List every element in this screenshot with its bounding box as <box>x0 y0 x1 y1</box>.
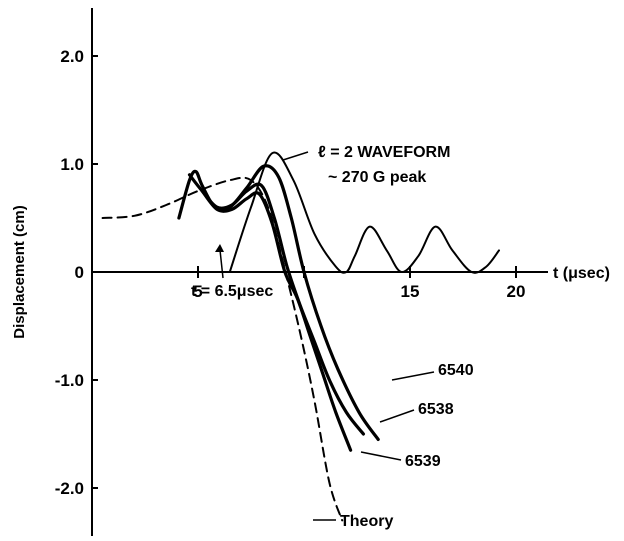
waveform-label-line1: ℓ = 2 WAVEFORM <box>318 144 450 161</box>
y-tick-label: -2.0 <box>55 479 84 498</box>
y-tick-label: 0 <box>75 263 84 282</box>
pointer-6540 <box>391 371 435 381</box>
y-tick-label: 2.0 <box>60 47 84 66</box>
x-tick-label: 20 <box>507 282 526 301</box>
time-marker-line <box>219 249 224 279</box>
x-axis-label: t (μsec) <box>553 265 610 282</box>
series-line-6539 <box>200 189 353 452</box>
series-line-theory <box>101 176 344 522</box>
time-marker-label: t = 6.5μsec <box>191 283 273 300</box>
series-line-6540 <box>177 164 380 441</box>
y-axis-label: Displacement (cm) <box>11 205 28 338</box>
label-6538: 6538 <box>418 401 454 418</box>
x-tick-label: 15 <box>401 282 420 301</box>
waveform-label-line2: ~ 270 G peak <box>328 169 426 186</box>
label-6539: 6539 <box>405 453 441 470</box>
series-line-2-waveform <box>228 151 500 274</box>
label-theory: Theory <box>340 513 393 530</box>
y-tick-label: -1.0 <box>55 371 84 390</box>
label-6540: 6540 <box>438 362 474 379</box>
y-ticks: 2.0 1.0 0 -1.0 -2.0 <box>55 47 98 498</box>
series-line-6538 <box>187 173 365 436</box>
series-layer <box>101 151 500 522</box>
pointer-6539 <box>360 451 402 461</box>
x-tick-label: 5 <box>193 282 202 301</box>
y-tick-label: 1.0 <box>60 155 84 174</box>
waveform-pointer <box>282 151 309 161</box>
pointer-6538 <box>379 409 415 423</box>
time-marker-arrowhead <box>215 244 224 252</box>
